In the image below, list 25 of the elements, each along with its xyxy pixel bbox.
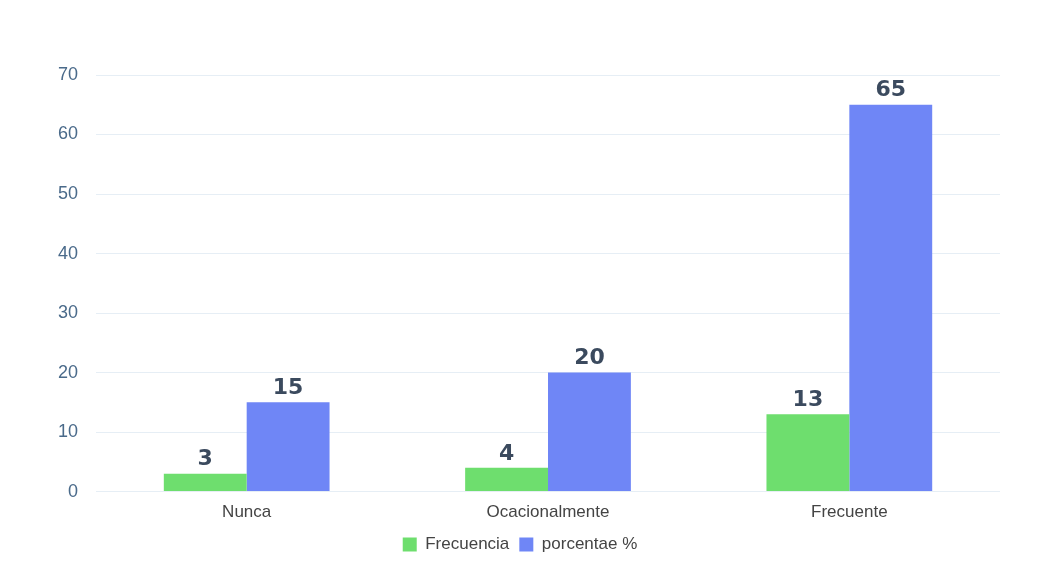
y-tick-label: 30 [57, 302, 79, 323]
data-label: 20 [574, 344, 605, 370]
bar [548, 372, 631, 492]
y-tick-label: 20 [57, 361, 79, 382]
y-tick-label: 0 [68, 480, 79, 501]
x-tick-label: Ocacionalmente [486, 502, 610, 522]
x-tick-label: Frecuente [811, 502, 888, 522]
x-tick-label: Nunca [222, 502, 272, 522]
data-label: 13 [792, 385, 824, 411]
y-tick-label: 70 [57, 63, 79, 84]
y-tick-label: 10 [57, 421, 79, 442]
bar [766, 414, 850, 492]
y-tick-label: 50 [57, 183, 79, 203]
data-label: 65 [875, 76, 907, 102]
bar [246, 402, 330, 492]
legend-label: porcentae % [541, 534, 638, 554]
legend-label: Frecuencia [425, 534, 510, 554]
bar [849, 104, 933, 492]
y-tick-label: 40 [57, 242, 79, 263]
data-label: 3 [197, 445, 213, 471]
data-label: 4 [498, 439, 515, 465]
bar [465, 467, 549, 492]
bar [163, 473, 247, 492]
y-tick-label: 60 [57, 123, 79, 144]
data-label: 15 [272, 374, 304, 400]
